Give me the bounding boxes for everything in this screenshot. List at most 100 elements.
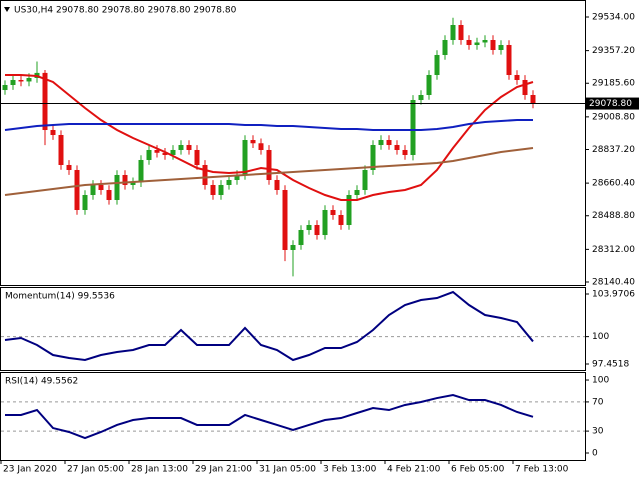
candle-body xyxy=(122,174,128,185)
y-tick-label: 100 xyxy=(592,376,609,386)
candle-body xyxy=(218,184,224,196)
x-tick-label: 6 Feb 05:00 xyxy=(451,465,505,475)
candle-body xyxy=(186,145,192,150)
candle-body xyxy=(146,149,152,160)
x-tick-label: 23 Jan 2020 xyxy=(3,465,57,475)
candle-body xyxy=(362,169,368,190)
x-tick-label: 3 Feb 13:00 xyxy=(323,465,377,475)
candle-body xyxy=(170,149,176,155)
rsi-panel xyxy=(0,372,586,461)
y-tick-label: 28140.40 xyxy=(592,277,635,287)
chart-title: US30,H4 29078.80 29078.80 29078.80 29078… xyxy=(14,6,237,16)
candle-body xyxy=(410,100,416,155)
y-tick-label: 29534.00 xyxy=(592,12,635,22)
candle-body xyxy=(298,230,304,246)
last-price-label: 29078.80 xyxy=(589,99,632,109)
candle-body xyxy=(154,149,160,153)
candle-body xyxy=(370,145,376,170)
candle-body xyxy=(394,145,400,150)
candle-body xyxy=(138,159,144,183)
candle-body xyxy=(386,140,392,146)
x-tick-label: 31 Jan 05:00 xyxy=(259,465,316,475)
candle-body xyxy=(354,190,360,196)
y-tick-label: 97.4518 xyxy=(592,359,629,369)
candle-body xyxy=(202,164,208,185)
candle-body xyxy=(50,130,56,136)
candle-body xyxy=(178,145,184,150)
y-tick-label: 0 xyxy=(592,448,598,458)
momentum-panel xyxy=(0,287,586,371)
candle-body xyxy=(98,184,104,190)
candle-body xyxy=(434,54,440,75)
last-price-box xyxy=(585,97,639,110)
candle-body xyxy=(418,95,424,101)
candle-body xyxy=(506,45,512,75)
candle-body xyxy=(162,152,168,155)
y-tick-label: 28488.80 xyxy=(592,211,635,221)
candle-body xyxy=(90,184,96,196)
candle-body xyxy=(42,72,48,131)
y-tick-label: 100 xyxy=(592,332,609,342)
candle-body xyxy=(242,140,248,175)
candle-body xyxy=(210,184,216,196)
candle-body xyxy=(290,245,296,250)
candle-body xyxy=(226,179,232,185)
candle-body xyxy=(402,149,408,155)
candle-body xyxy=(194,149,200,165)
candle-body xyxy=(458,25,464,41)
y-tick-label: 30 xyxy=(592,427,604,437)
y-tick-label: 28660.40 xyxy=(592,179,635,189)
y-tick-label: 103.9706 xyxy=(592,290,635,300)
candle-body xyxy=(338,215,344,226)
momentum-title: Momentum(14) 99.5536 xyxy=(5,292,115,302)
candle-body xyxy=(378,140,384,146)
candle-body xyxy=(10,79,16,85)
y-tick-label: 29008.80 xyxy=(592,112,635,122)
main-panel xyxy=(0,0,586,286)
candle-body xyxy=(322,210,328,236)
candle-body xyxy=(474,42,480,46)
candle-body xyxy=(18,79,24,82)
candle-body xyxy=(282,190,288,250)
menu-arrow[interactable] xyxy=(4,7,10,12)
indicator-line xyxy=(5,393,534,440)
y-tick-label: 29357.20 xyxy=(592,46,635,56)
candle-body xyxy=(514,74,520,80)
candle-body xyxy=(74,169,80,211)
candle-body xyxy=(482,40,488,43)
candle-body xyxy=(106,190,112,201)
y-tick-label: 29185.60 xyxy=(592,79,635,89)
candle-body xyxy=(58,135,64,165)
candle-body xyxy=(346,195,352,226)
candle-body xyxy=(82,195,88,211)
y-tick-label: 70 xyxy=(592,397,604,407)
candle-body xyxy=(330,210,336,216)
x-tick-label: 4 Feb 21:00 xyxy=(387,465,441,475)
candle-body xyxy=(442,40,448,55)
x-tick-label: 27 Jan 05:00 xyxy=(67,465,124,475)
indicator-line xyxy=(4,147,534,196)
y-tick-label: 28837.20 xyxy=(592,145,635,155)
candle-body xyxy=(498,45,504,50)
y-tick-label: 28312.00 xyxy=(592,245,635,255)
x-tick-label: 28 Jan 13:00 xyxy=(131,465,188,475)
candle-body xyxy=(258,143,264,150)
candle-body xyxy=(274,179,280,190)
candle-body xyxy=(522,79,528,95)
candle-body xyxy=(66,164,72,170)
candle-body xyxy=(266,149,272,180)
candle-body xyxy=(234,174,240,180)
indicator-line xyxy=(5,73,534,202)
candle-body xyxy=(426,74,432,95)
candle-body xyxy=(490,40,496,50)
candle-body xyxy=(114,174,120,201)
x-tick-label: 29 Jan 21:00 xyxy=(195,465,252,475)
candle-body xyxy=(250,140,256,144)
candle-body xyxy=(530,95,536,104)
indicator-line xyxy=(4,290,534,362)
rsi-title: RSI(14) 49.5562 xyxy=(5,377,78,387)
x-tick-label: 7 Feb 13:00 xyxy=(515,465,569,475)
